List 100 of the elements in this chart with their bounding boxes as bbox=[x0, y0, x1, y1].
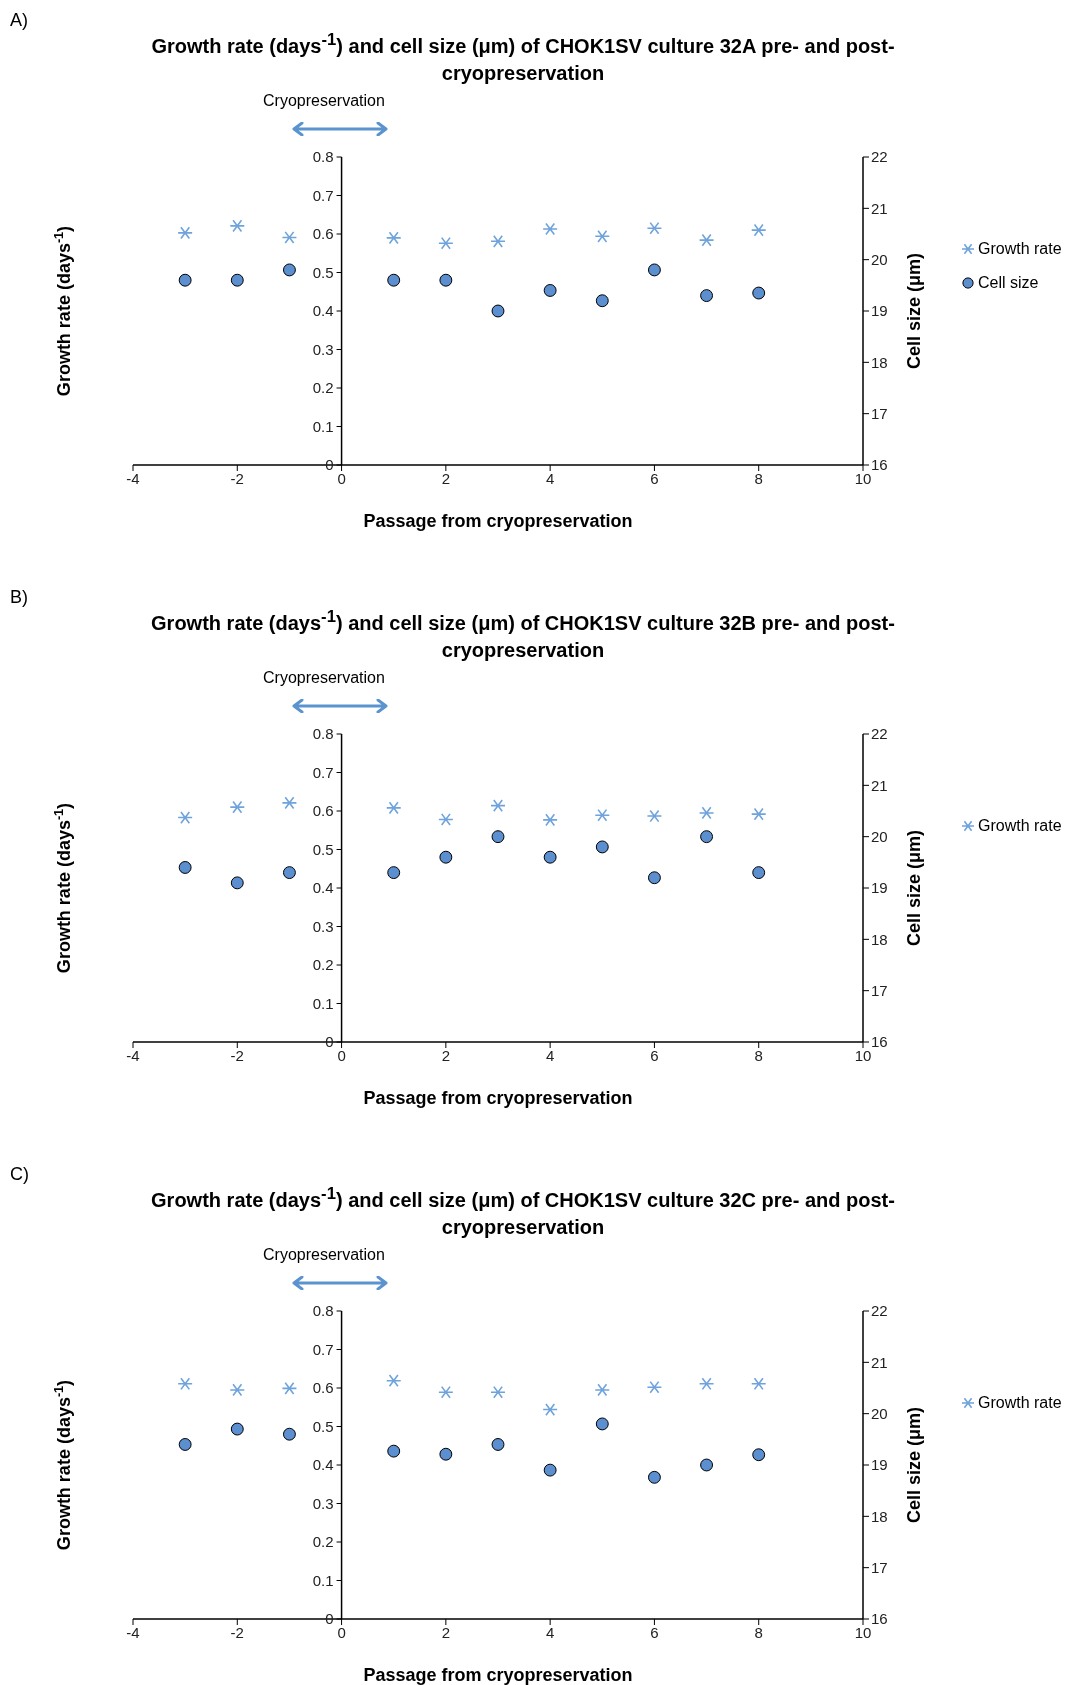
y-tick-label: 0.5 bbox=[312, 1417, 334, 1435]
point bbox=[281, 1381, 298, 1395]
x-tick-label: -4 bbox=[126, 469, 140, 487]
y-tick-label: 0.1 bbox=[312, 1571, 334, 1589]
legend-label: Growth rate bbox=[978, 817, 1062, 835]
point bbox=[282, 1427, 296, 1441]
point bbox=[177, 1377, 193, 1391]
x-tick-label: 0 bbox=[337, 1046, 346, 1064]
point bbox=[229, 800, 246, 814]
x-tick-label: 0 bbox=[337, 469, 346, 487]
text: B) bbox=[10, 587, 28, 608]
y2-tick-label: 21 bbox=[871, 776, 888, 794]
x-tick-label: -2 bbox=[230, 1046, 244, 1064]
point bbox=[439, 1447, 453, 1461]
point bbox=[387, 866, 401, 880]
point bbox=[752, 1448, 766, 1462]
text: Cryopreservation bbox=[263, 669, 385, 687]
x-tick-label: 6 bbox=[650, 1046, 659, 1064]
point bbox=[491, 304, 505, 318]
x-tick-label: 6 bbox=[650, 1623, 659, 1641]
point bbox=[387, 273, 401, 287]
point bbox=[230, 273, 244, 287]
y-tick-label: 0.4 bbox=[312, 879, 334, 896]
point bbox=[281, 231, 298, 244]
y2-tick-label: 22 bbox=[871, 148, 888, 166]
point bbox=[490, 1385, 506, 1399]
y-tick-label: 0.5 bbox=[312, 263, 334, 281]
x-tick-label: -4 bbox=[126, 1623, 140, 1641]
legend-label: Growth rate bbox=[978, 240, 1062, 258]
point bbox=[438, 1385, 454, 1399]
y2-axis-title: Cell size (μm) bbox=[904, 1406, 924, 1524]
y2-axis-title: Cell size (μm) bbox=[904, 829, 924, 947]
y-tick-label: 0.2 bbox=[312, 379, 334, 396]
point bbox=[385, 801, 402, 815]
text: Cryopreservation bbox=[263, 92, 385, 110]
point bbox=[230, 1422, 244, 1436]
x-tick-label: 2 bbox=[441, 469, 451, 487]
point bbox=[594, 1383, 611, 1397]
point bbox=[750, 807, 767, 821]
point bbox=[646, 809, 663, 823]
y-tick-label: 0.7 bbox=[312, 186, 334, 204]
point bbox=[282, 263, 296, 277]
point bbox=[490, 799, 506, 813]
point bbox=[595, 1417, 609, 1431]
point bbox=[178, 273, 192, 287]
y2-tick-label: 16 bbox=[871, 456, 888, 474]
y-tick-label: 0.4 bbox=[312, 1456, 334, 1473]
point bbox=[700, 289, 714, 303]
point bbox=[438, 236, 454, 250]
point bbox=[177, 811, 193, 824]
point bbox=[282, 866, 296, 880]
point bbox=[647, 871, 661, 885]
y2-tick-label: 21 bbox=[871, 199, 888, 217]
point bbox=[385, 1374, 402, 1388]
chart-title: Growth rate (days$^{-1}$) and cell size (μm) of CHOK1SV culture 32A pre- and post- cryopreservation bbox=[150, 29, 896, 86]
y2-tick-label: 20 bbox=[871, 1404, 888, 1422]
point bbox=[542, 1403, 558, 1416]
y2-tick-label: 22 bbox=[871, 725, 888, 743]
point bbox=[700, 1458, 714, 1472]
y-tick-label: 0.8 bbox=[312, 148, 334, 165]
y2-axis-title: Cell size (μm) bbox=[904, 252, 924, 370]
y-tick-label: 0.2 bbox=[312, 1533, 334, 1550]
point bbox=[698, 1377, 715, 1391]
text: C) bbox=[10, 1164, 29, 1185]
text: A) bbox=[10, 10, 28, 31]
x-tick-label: 2 bbox=[441, 1623, 451, 1641]
x-tick-label: 10 bbox=[854, 1046, 872, 1064]
point bbox=[439, 273, 453, 287]
point bbox=[491, 1438, 505, 1451]
point bbox=[700, 830, 714, 844]
point bbox=[646, 1380, 663, 1394]
y2-tick-label: 20 bbox=[871, 250, 888, 268]
chart-title: Growth rate (days$^{-1}$) and cell size (μm) of CHOK1SV culture 32B pre- and post- cryopreservation bbox=[150, 606, 896, 663]
x-tick-label: 8 bbox=[754, 469, 763, 487]
y2-tick-label: 20 bbox=[871, 827, 888, 845]
point bbox=[698, 806, 715, 820]
point bbox=[438, 813, 454, 826]
point bbox=[178, 1438, 192, 1451]
point bbox=[542, 813, 558, 827]
point bbox=[594, 229, 611, 243]
y-tick-label: 0.1 bbox=[312, 417, 334, 435]
x-tick-label: 2 bbox=[441, 1046, 451, 1064]
x-tick-label: 0 bbox=[337, 1623, 346, 1641]
y-tick-label: 0.2 bbox=[312, 956, 334, 973]
point bbox=[178, 861, 192, 874]
y-tick-label: 0.3 bbox=[312, 1494, 334, 1512]
y2-tick-label: 18 bbox=[871, 930, 888, 948]
x-tick-label: -2 bbox=[230, 469, 244, 487]
point bbox=[490, 234, 506, 248]
point bbox=[543, 284, 557, 297]
point bbox=[543, 1463, 557, 1477]
y2-tick-label: 18 bbox=[871, 1507, 888, 1525]
x-tick-label: -2 bbox=[230, 1623, 244, 1641]
y2-tick-label: 16 bbox=[871, 1033, 888, 1051]
x-axis-title: Passage from cryopreservation bbox=[363, 1665, 633, 1685]
point bbox=[752, 286, 766, 300]
point bbox=[750, 223, 767, 237]
point bbox=[750, 1377, 767, 1391]
y2-tick-label: 19 bbox=[871, 302, 888, 320]
point bbox=[594, 808, 611, 822]
